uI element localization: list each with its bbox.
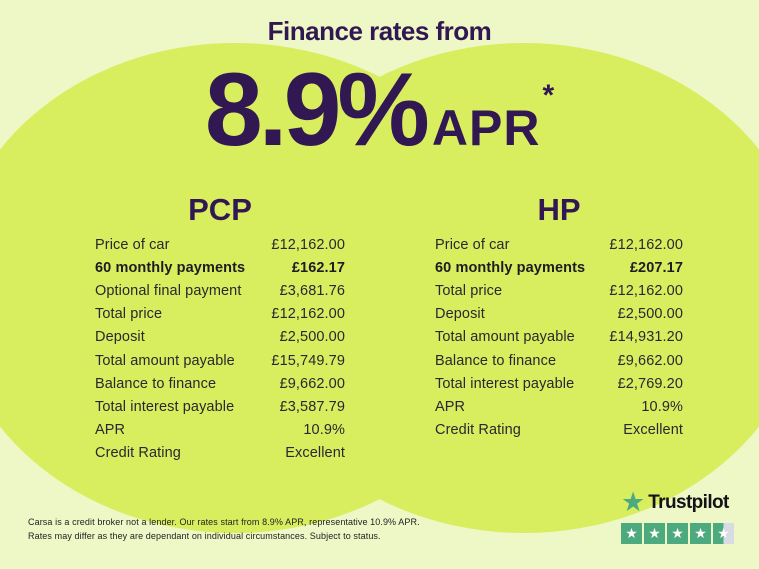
finance-row-label: Total interest payable — [435, 375, 575, 392]
finance-row-label: Price of car — [435, 236, 510, 253]
finance-row: Optional final payment £3,681.76 — [95, 279, 345, 302]
trustpilot-star-box: ★ — [713, 523, 734, 544]
finance-row-value: £12,162.00 — [271, 306, 345, 323]
finance-row: Total amount payable £14,931.20 — [435, 326, 683, 349]
finance-row-label: Total interest payable — [95, 398, 235, 415]
rate-asterisk: * — [542, 79, 555, 112]
finance-row: Price of car £12,162.00 — [435, 233, 683, 256]
finance-row-value: £207.17 — [629, 259, 683, 276]
finance-row: Credit Rating Excellent — [435, 419, 683, 442]
disclaimer-line-1: Carsa is a credit broker not a lender. O… — [28, 517, 420, 527]
trustpilot-badge: ★ Trustpilot ★ ★ ★ ★ ★ — [621, 489, 753, 544]
finance-row: Total amount payable £15,749.79 — [95, 349, 345, 372]
lime-circle-right — [239, 43, 759, 533]
finance-row-value: £3,587.79 — [279, 398, 345, 415]
trustpilot-rating-stars: ★ ★ ★ ★ ★ — [621, 523, 753, 544]
headline-rate: 8.9% APR * — [0, 58, 759, 162]
finance-row-label: Optional final payment — [95, 282, 242, 299]
finance-row-value: £2,500.00 — [279, 329, 345, 346]
finance-row-label: Price of car — [95, 236, 170, 253]
finance-row: Credit Rating Excellent — [95, 442, 345, 465]
finance-row-label: 60 monthly payments — [95, 259, 246, 276]
finance-row-value: 10.9% — [641, 398, 683, 415]
finance-row-value: £12,162.00 — [609, 282, 683, 299]
finance-row: Balance to finance £9,662.00 — [435, 349, 683, 372]
finance-row: Balance to finance £9,662.00 — [95, 372, 345, 395]
finance-row: Total interest payable £3,587.79 — [95, 395, 345, 418]
hp-column-title: HP — [537, 192, 581, 227]
finance-row: 60 monthly payments £162.17 — [95, 256, 345, 279]
finance-row-value: £2,500.00 — [617, 306, 683, 323]
finance-row-label: Credit Rating — [95, 445, 181, 462]
finance-row-value: £15,749.79 — [271, 352, 345, 369]
trustpilot-star-icon: ★ — [621, 487, 646, 517]
finance-row: Total interest payable £2,769.20 — [435, 372, 683, 395]
finance-row-label: Balance to finance — [95, 375, 217, 392]
pcp-column-title: PCP — [188, 192, 252, 227]
hp-finance-table: Price of car £12,162.00 60 monthly payment… — [435, 233, 683, 442]
pcp-finance-table: Price of car £12,162.00 60 monthly payment… — [95, 233, 345, 465]
rate-value: 8.9% — [204, 52, 430, 168]
finance-row: Total price £12,162.00 — [95, 303, 345, 326]
finance-row-value: £9,662.00 — [279, 375, 345, 392]
finance-row-label: Deposit — [435, 306, 485, 323]
rate-unit-label: APR — [431, 100, 541, 156]
trustpilot-star-box: ★ — [690, 523, 711, 544]
finance-row: 60 monthly payments £207.17 — [435, 256, 683, 279]
finance-row-value: £3,681.76 — [279, 282, 345, 299]
finance-row-value: Excellent — [623, 422, 683, 439]
finance-row-label: Total amount payable — [95, 352, 235, 369]
trustpilot-brand-label: Trustpilot — [648, 491, 729, 513]
trustpilot-star-box: ★ — [621, 523, 642, 544]
finance-row: APR 10.9% — [95, 419, 345, 442]
finance-row-value: £162.17 — [291, 259, 345, 276]
finance-row-value: £2,769.20 — [617, 375, 683, 392]
finance-row-value: £14,931.20 — [609, 329, 683, 346]
finance-row-value: Excellent — [285, 445, 345, 462]
legal-disclaimer: Carsa is a credit broker not a lender. O… — [28, 515, 458, 543]
finance-row-label: APR — [95, 422, 126, 439]
finance-row-value: 10.9% — [303, 422, 345, 439]
trustpilot-star-box: ★ — [644, 523, 665, 544]
finance-row-label: Total amount payable — [435, 329, 575, 346]
finance-row: Price of car £12,162.00 — [95, 233, 345, 256]
finance-row: Deposit £2,500.00 — [95, 326, 345, 349]
finance-row-label: Credit Rating — [435, 422, 521, 439]
finance-row-label: Balance to finance — [435, 352, 557, 369]
trustpilot-star-box: ★ — [667, 523, 688, 544]
finance-row-label: 60 monthly payments — [435, 259, 586, 276]
finance-row-value: £12,162.00 — [609, 236, 683, 253]
banner-title: Finance rates from — [267, 16, 492, 46]
finance-row: APR 10.9% — [435, 395, 683, 418]
finance-row-label: Deposit — [95, 329, 145, 346]
finance-row-value: £9,662.00 — [617, 352, 683, 369]
finance-row-label: APR — [435, 398, 466, 415]
finance-row-value: £12,162.00 — [271, 236, 345, 253]
finance-row: Deposit £2,500.00 — [435, 303, 683, 326]
finance-row-label: Total price — [95, 306, 163, 323]
finance-row: Total price £12,162.00 — [435, 279, 683, 302]
disclaimer-line-2: Rates may differ as they are dependant o… — [28, 531, 381, 541]
trustpilot-logo: ★ Trustpilot — [621, 489, 753, 516]
finance-row-label: Total price — [435, 282, 503, 299]
